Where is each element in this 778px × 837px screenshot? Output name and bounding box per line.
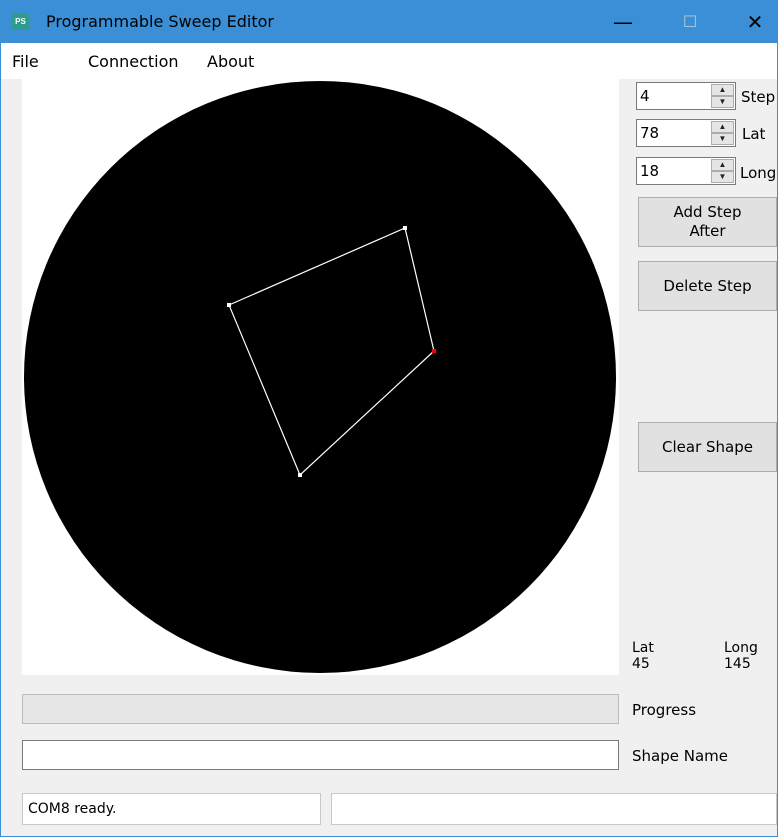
- step-spinner-buttons: ▲ ▼: [711, 84, 734, 108]
- menu-connection[interactable]: Connection: [88, 52, 179, 71]
- status-secondary: [331, 793, 777, 825]
- add-step-after-button[interactable]: Add Step After: [638, 197, 777, 247]
- app-icon: PS: [12, 13, 29, 30]
- shape-name-label: Shape Name: [632, 747, 728, 765]
- long-up-button[interactable]: ▲: [711, 159, 734, 171]
- close-button[interactable]: ✕: [746, 10, 764, 34]
- progress-label: Progress: [632, 701, 697, 719]
- shape-vertex[interactable]: [298, 473, 302, 477]
- clear-shape-button[interactable]: Clear Shape: [638, 422, 777, 472]
- sweep-canvas-svg[interactable]: [22, 79, 619, 675]
- shape-vertex-selected[interactable]: [432, 349, 436, 353]
- shape-name-field[interactable]: [22, 740, 619, 770]
- cursor-long-value: 145: [724, 656, 751, 672]
- lat-up-button[interactable]: ▲: [711, 121, 734, 133]
- long-spinner[interactable]: 18 ▲ ▼: [636, 157, 736, 185]
- step-down-button[interactable]: ▼: [711, 96, 734, 108]
- cursor-lat-label: Lat: [632, 640, 654, 656]
- delete-step-button[interactable]: Delete Step: [638, 261, 777, 311]
- long-down-button[interactable]: ▼: [711, 171, 734, 183]
- step-up-button[interactable]: ▲: [711, 84, 734, 96]
- lat-spinner-buttons: ▲ ▼: [711, 121, 734, 145]
- title-bar[interactable]: PS Programmable Sweep Editor — ☐ ✕: [1, 1, 777, 43]
- cursor-long-label: Long: [724, 640, 758, 656]
- step-value[interactable]: 4: [640, 87, 650, 105]
- menu-bar: File Connection About: [1, 43, 777, 79]
- sweep-canvas[interactable]: [22, 79, 619, 675]
- lat-label: Lat: [742, 125, 766, 143]
- step-label: Step: [741, 88, 776, 106]
- sweep-disc[interactable]: [24, 81, 616, 673]
- status-connection: COM8 ready.: [22, 793, 321, 825]
- progress-bar: [22, 694, 619, 724]
- menu-file[interactable]: File: [12, 52, 39, 71]
- cursor-lat-value: 45: [632, 656, 650, 672]
- long-value[interactable]: 18: [640, 162, 660, 180]
- lat-spinner[interactable]: 78 ▲ ▼: [636, 119, 736, 147]
- long-label: Long: [740, 164, 777, 182]
- menu-about[interactable]: About: [207, 52, 255, 71]
- window-title: Programmable Sweep Editor: [46, 12, 274, 31]
- step-spinner[interactable]: 4 ▲ ▼: [636, 82, 736, 110]
- shape-vertex[interactable]: [403, 226, 407, 230]
- lat-down-button[interactable]: ▼: [711, 133, 734, 145]
- shape-vertex[interactable]: [227, 303, 231, 307]
- maximize-button[interactable]: ☐: [682, 12, 698, 31]
- minimize-button[interactable]: —: [613, 10, 633, 34]
- lat-value[interactable]: 78: [640, 124, 660, 142]
- long-spinner-buttons: ▲ ▼: [711, 159, 734, 183]
